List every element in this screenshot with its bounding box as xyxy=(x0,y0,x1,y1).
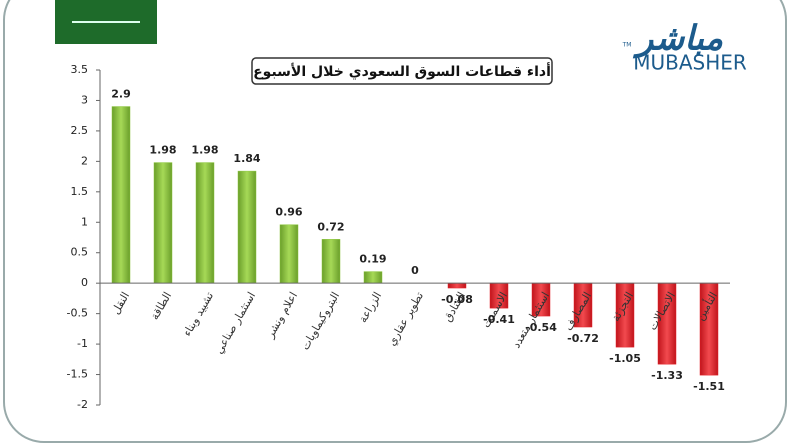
y-tick-label: 3 xyxy=(81,93,88,106)
bar xyxy=(363,271,383,284)
y-tick-label: 1.5 xyxy=(71,185,89,198)
title-box xyxy=(251,57,553,85)
y-tick-label: -1.5 xyxy=(67,368,88,381)
y-tick-label: 1 xyxy=(81,215,88,228)
value-label: -0.41 xyxy=(483,313,515,326)
bar xyxy=(111,106,131,284)
y-tick-label: 3.5 xyxy=(71,63,89,76)
logo-arabic: مباشر xyxy=(632,19,723,59)
logo-latin: MUBASHER xyxy=(633,51,747,75)
y-tick-label: 0.5 xyxy=(71,246,89,259)
value-label: 0.96 xyxy=(275,206,302,219)
bar xyxy=(153,162,173,284)
value-label: -1.33 xyxy=(651,369,683,382)
value-label: -0.08 xyxy=(441,293,473,306)
bar xyxy=(195,162,215,284)
frame xyxy=(3,0,787,443)
y-tick-label: -2 xyxy=(77,398,88,411)
value-label: 1.98 xyxy=(191,144,218,157)
y-tick-label: 2 xyxy=(81,154,88,167)
value-label: -0.72 xyxy=(567,332,599,345)
y-tick-label: 2.5 xyxy=(71,124,89,137)
value-label: -1.05 xyxy=(609,352,641,365)
value-label: 0 xyxy=(411,264,419,277)
bar xyxy=(279,224,299,284)
chart-title: أداء قطاعات السوق السعودي خلال الأسبوع xyxy=(253,62,551,81)
logo-mark: TM xyxy=(622,42,632,49)
bar xyxy=(321,239,341,284)
y-tick-label: -1 xyxy=(77,337,88,350)
bar xyxy=(237,170,257,284)
value-label: 0.72 xyxy=(317,220,344,233)
value-label: 1.84 xyxy=(233,152,260,165)
value-label: -1.51 xyxy=(693,380,725,393)
value-label: 2.9 xyxy=(111,88,131,101)
bar xyxy=(447,282,467,289)
value-label: 1.98 xyxy=(149,144,176,157)
value-label: -0.54 xyxy=(525,321,557,334)
value-label: 0.19 xyxy=(359,253,386,266)
y-tick-label: 0 xyxy=(81,276,88,289)
y-tick-label: -0.5 xyxy=(67,307,88,320)
